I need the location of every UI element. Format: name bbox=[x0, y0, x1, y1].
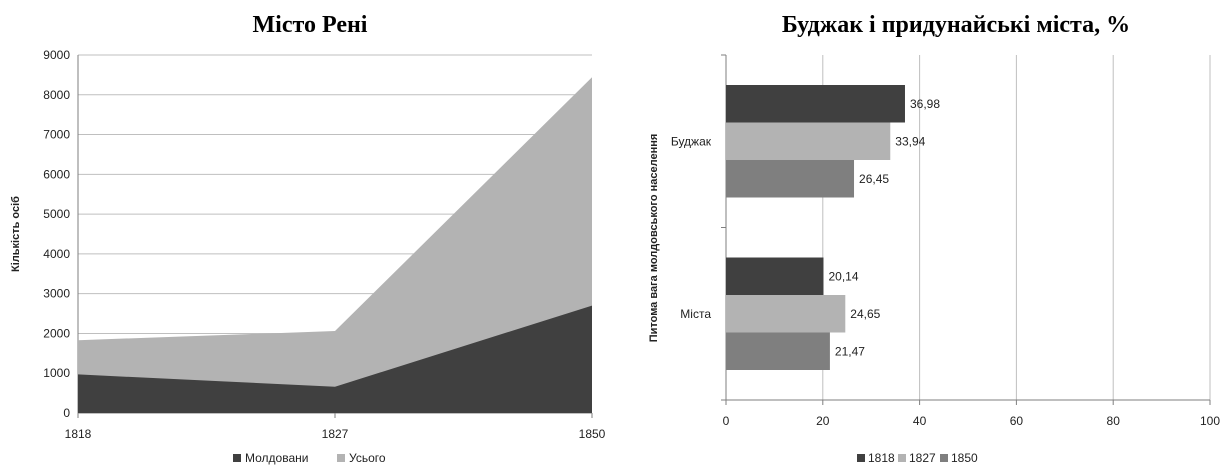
area-chart-title: Місто Рені bbox=[253, 12, 368, 38]
area-legend-label: Молдовани bbox=[245, 451, 308, 465]
area-y-tick-label: 8000 bbox=[43, 88, 70, 102]
bar-data-label: 21,47 bbox=[835, 344, 865, 358]
bar-1850-mista bbox=[726, 332, 830, 370]
bar-chart-y-axis-title: Питома вага молдовського населення bbox=[648, 134, 660, 343]
bar-category-label: Буджак bbox=[671, 134, 712, 148]
bar-category-label: Міста bbox=[680, 307, 711, 321]
bar-data-label: 24,65 bbox=[850, 307, 880, 321]
bar-legend-label: 1827 bbox=[909, 451, 936, 465]
bar-data-label: 20,14 bbox=[828, 269, 858, 283]
area-legend-label: Усього bbox=[349, 451, 386, 465]
area-chart-y-ticks: 0 1000 2000 3000 4000 5000 6000 7000 8000 9000 bbox=[43, 48, 70, 420]
bar-chart-title: Буджак і придунайські міста, % bbox=[782, 12, 1130, 38]
area-y-tick-label: 7000 bbox=[43, 128, 70, 142]
area-legend-swatch bbox=[337, 454, 345, 462]
area-series-total bbox=[78, 77, 592, 413]
bar-x-tick-label: 60 bbox=[1010, 414, 1024, 428]
area-series-moldovans bbox=[78, 305, 592, 413]
bar-legend-swatch bbox=[898, 454, 906, 462]
bar-x-tick-label: 20 bbox=[816, 414, 830, 428]
area-x-tick-label: 1818 bbox=[65, 427, 92, 441]
area-y-tick-label: 4000 bbox=[43, 247, 70, 261]
bar-data-label: 36,98 bbox=[910, 97, 940, 111]
bar-data-label: 26,45 bbox=[859, 172, 889, 186]
bar-chart-category-labels: Буджак Міста bbox=[671, 134, 712, 321]
bar-chart-x-ticks: 0 20 40 60 80 100 bbox=[723, 400, 1220, 428]
bar-1818-mista bbox=[726, 257, 824, 295]
area-y-tick-label: 9000 bbox=[43, 48, 70, 62]
area-legend-swatch bbox=[233, 454, 241, 462]
bar-x-tick-label: 0 bbox=[723, 414, 730, 428]
area-y-tick-label: 2000 bbox=[43, 326, 70, 340]
bar-x-tick-label: 40 bbox=[913, 414, 927, 428]
bar-legend-label: 1850 bbox=[951, 451, 978, 465]
area-chart-legend: Молдовани Усього bbox=[233, 451, 386, 465]
bar-chart-legend: 1818 1827 1850 bbox=[857, 451, 978, 465]
area-chart-x-ticks: 1818 1827 1850 bbox=[65, 413, 606, 441]
bar-legend-label: 1818 bbox=[868, 451, 895, 465]
area-y-tick-label: 6000 bbox=[43, 167, 70, 181]
bar-1827-budzhak bbox=[726, 122, 891, 160]
area-chart-reni: Місто Рені Кількість осіб 0 1000 2000 3000 4… bbox=[10, 12, 606, 465]
area-chart-series bbox=[78, 77, 592, 413]
bar-chart-budzhak: Буджак і придунайські міста, % Питома ва… bbox=[648, 12, 1220, 465]
area-chart-y-axis-title: Кількість осіб bbox=[10, 196, 22, 272]
area-y-tick-label: 0 bbox=[63, 406, 70, 420]
bar-x-tick-label: 100 bbox=[1200, 414, 1220, 428]
area-y-tick-label: 5000 bbox=[43, 207, 70, 221]
bar-1818-budzhak bbox=[726, 85, 905, 123]
bar-x-tick-label: 80 bbox=[1107, 414, 1121, 428]
bar-1827-mista bbox=[726, 295, 846, 333]
bar-legend-swatch bbox=[857, 454, 865, 462]
bar-1850-budzhak bbox=[726, 160, 855, 198]
bar-chart-data-labels: 36,98 33,94 26,45 20,14 24,65 21,47 bbox=[828, 97, 940, 359]
area-x-tick-label: 1850 bbox=[579, 427, 606, 441]
area-x-tick-label: 1827 bbox=[322, 427, 349, 441]
area-y-tick-label: 1000 bbox=[43, 366, 70, 380]
bar-data-label: 33,94 bbox=[895, 134, 925, 148]
area-y-tick-label: 3000 bbox=[43, 287, 70, 301]
bar-chart-bars bbox=[726, 85, 905, 370]
bar-legend-swatch bbox=[940, 454, 948, 462]
